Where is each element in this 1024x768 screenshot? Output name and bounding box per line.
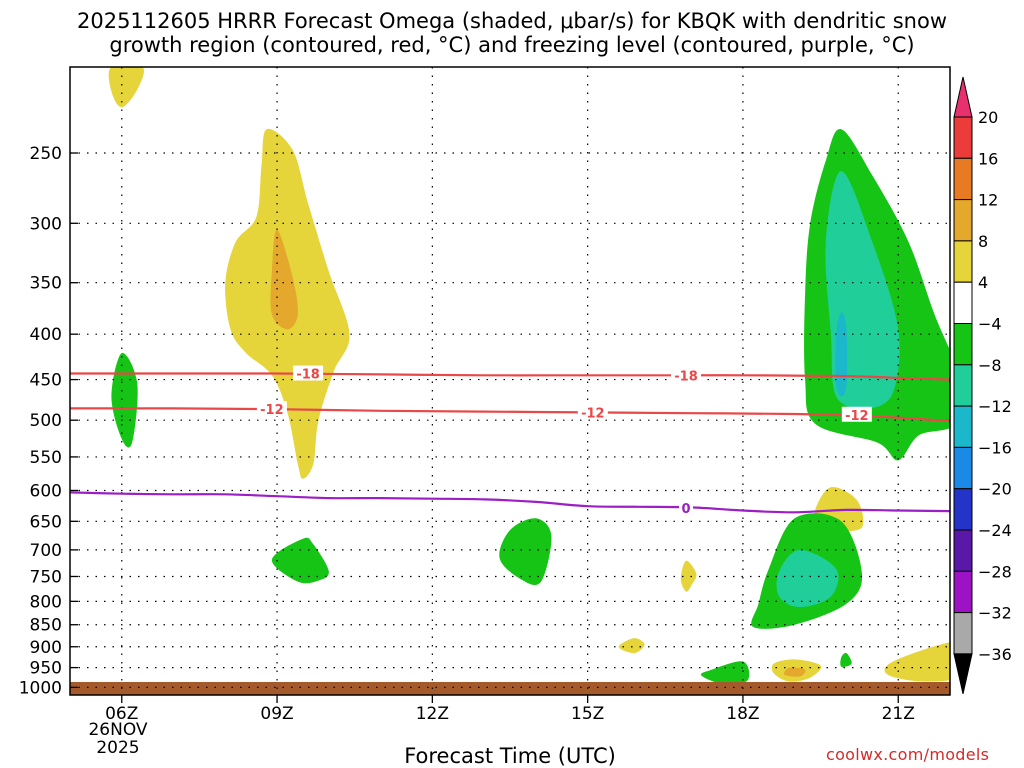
chart-title-line-2: growth region (contoured, red, °C) and f… [109, 33, 915, 57]
time-axis: 06Z 09Z 12Z 15Z 18Z 21Z [105, 695, 915, 724]
colorbar-swatch-7 [953, 364, 973, 407]
colorbar-label-3: 8 [978, 232, 988, 251]
colorbar-label-2: 12 [978, 191, 998, 210]
colorbar-label-7: −12 [978, 397, 1012, 416]
y-tick-label-700: 700 [30, 541, 62, 561]
x-tick-label-06Z: 06Z [105, 704, 138, 724]
contour-label-bg--12-2 [841, 406, 872, 422]
date-label-year: 2025 [96, 738, 140, 758]
x-tick-label-15Z: 15Z [571, 704, 604, 724]
date-label-day: 26NOV [88, 720, 148, 740]
colorbar: 20 16 12 8 4 −4 −8 −12 −16 −20 −24 −28 −32 −36 [953, 76, 1012, 695]
temperature-contours: -18 -18 -12 -12 -12 0 [70, 365, 950, 517]
colorbar-label-8: −16 [978, 438, 1012, 457]
omega-region-8 [884, 642, 950, 682]
colorbar-label-12: −32 [978, 604, 1012, 623]
colorbar-swatch-13 [953, 612, 973, 655]
colorbar-swatch-3 [953, 199, 973, 242]
contour-label-bg-0-0 [679, 500, 693, 516]
x-tick-label-21Z: 21Z [882, 704, 915, 724]
y-tick-label-600: 600 [30, 481, 62, 501]
colorbar-label-6: −8 [978, 356, 1002, 375]
y-tick-label-950: 950 [30, 659, 62, 679]
y-tick-label-400: 400 [30, 325, 62, 345]
ground-strip [70, 682, 950, 695]
omega-region-0 [108, 67, 144, 108]
omega-region-5 [618, 638, 645, 654]
colorbar-arrow-top [953, 76, 973, 118]
colorbar-swatch-1 [953, 116, 973, 159]
y-tick-label-350: 350 [30, 274, 62, 294]
x-tick-label-12Z: 12Z [416, 704, 449, 724]
contour-label-bg--12-0 [256, 401, 287, 417]
omega-region-18 [840, 652, 852, 668]
colorbar-label-1: 16 [978, 149, 998, 168]
y-tick-label-300: 300 [30, 214, 62, 234]
omega-region-14 [499, 518, 552, 586]
contour-label--12-2: -12 [845, 409, 869, 424]
omega-region-9 [111, 352, 138, 448]
y-tick-label-800: 800 [30, 592, 62, 612]
colorbar-label-4: 4 [978, 273, 988, 292]
colorbar-swatch-6 [953, 323, 973, 366]
contour-label--18-1: -18 [674, 369, 698, 384]
y-tick-label-850: 850 [30, 616, 62, 636]
y-tick-label-250: 250 [30, 144, 62, 164]
contour-line--18 [70, 372, 950, 381]
plot-frame [69, 66, 951, 696]
contour-label--12-1: -12 [581, 406, 605, 421]
colorbar-swatch-9 [953, 446, 973, 490]
omega-region-4 [680, 560, 697, 592]
y-tick-label-1000: 1000 [19, 678, 62, 698]
pressure-axis: 2503003504004505005506006507007508008509… [19, 144, 78, 698]
credit-link[interactable]: coolwx.com/models [826, 745, 990, 764]
contour-label-0-0: 0 [681, 502, 690, 517]
colorbar-label-5: −4 [978, 315, 1002, 334]
colorbar-label-9: −20 [978, 480, 1012, 499]
contour-line--12 [70, 407, 950, 423]
contour-label--12-0: -12 [260, 403, 284, 418]
y-tick-label-500: 500 [30, 411, 62, 431]
colorbar-swatch-4 [953, 240, 973, 283]
y-tick-label-450: 450 [30, 371, 62, 391]
omega-region-17 [700, 661, 750, 686]
colorbar-label-0: 20 [978, 108, 998, 127]
colorbar-swatch-12 [953, 570, 973, 614]
y-tick-label-750: 750 [30, 567, 62, 587]
contour-line-0 [70, 491, 950, 514]
contour-label--18-0: -18 [296, 368, 320, 383]
x-tick-label-18Z: 18Z [726, 704, 759, 724]
colorbar-label-11: −28 [978, 562, 1012, 581]
omega-region-12 [835, 312, 848, 397]
contour-label-bg--18-0 [293, 365, 324, 381]
contour-label-bg--18-1 [671, 367, 701, 383]
x-axis-label: Forecast Time (UTC) [404, 744, 616, 768]
chart-title-line-1: 2025112605 HRRR Forecast Omega (shaded, … [76, 9, 947, 33]
contour-label-bg--12-1 [577, 404, 608, 420]
y-tick-label-900: 900 [30, 638, 62, 658]
colorbar-arrow-bottom [953, 653, 973, 695]
colorbar-swatch-8 [953, 405, 973, 448]
colorbar-swatch-10 [953, 488, 973, 531]
omega-region-7 [783, 667, 806, 677]
colorbar-swatch-2 [953, 157, 973, 201]
omega-region-13 [271, 537, 329, 584]
y-tick-label-650: 650 [30, 512, 62, 532]
colorbar-swatch-5 [953, 281, 973, 325]
x-tick-label-09Z: 09Z [260, 704, 293, 724]
colorbar-swatch-11 [953, 529, 973, 572]
omega-region-16 [776, 549, 839, 608]
y-tick-label-550: 550 [30, 448, 62, 468]
colorbar-label-10: −24 [978, 521, 1012, 540]
colorbar-label-13: −36 [978, 645, 1012, 664]
